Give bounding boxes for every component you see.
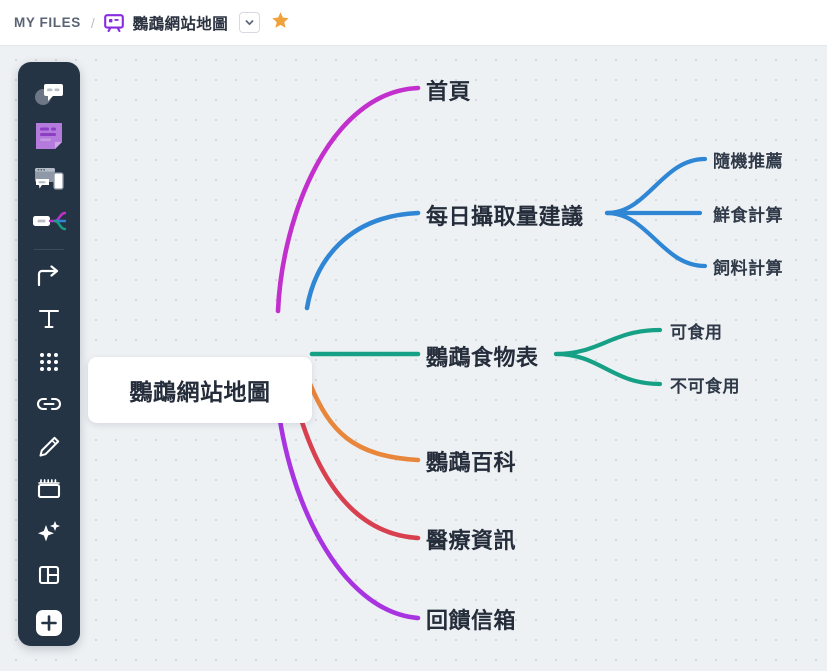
connector-food-table-children — [553, 327, 663, 387]
mindmap-icon[interactable] — [26, 202, 72, 242]
tool-rail — [18, 62, 80, 646]
mindmap-root-node[interactable]: 鸚鵡網站地圖 — [88, 357, 312, 423]
frame-icon[interactable] — [26, 470, 72, 510]
ai-sparkle-icon[interactable] — [26, 512, 72, 552]
page-title: 鸚鵡網站地圖 — [132, 15, 229, 33]
mindmap-node-daily-intake[interactable]: 每日攝取量建議 — [426, 204, 584, 229]
breadcrumb-bar: MY FILES / 鸚鵡網站地圖 — [0, 0, 827, 46]
link-icon[interactable] — [26, 385, 72, 425]
mindmap-node-medical[interactable]: 醫療資訊 — [426, 528, 517, 553]
pen-icon[interactable] — [26, 427, 72, 467]
mindmap-node-encyclopedia[interactable]: 鸚鵡百科 — [426, 450, 517, 475]
add-plus-icon[interactable] — [26, 603, 72, 643]
connector-home — [275, 85, 421, 314]
connector-daily-intake — [304, 210, 421, 311]
connector-encyclopedia — [307, 381, 421, 463]
board-menu-dropdown-button[interactable] — [239, 12, 261, 33]
connector-feedback — [273, 383, 421, 621]
mindmap-node-random-recommend[interactable]: 隨機推薦 — [713, 152, 783, 171]
mindmap-node-home[interactable]: 首頁 — [426, 79, 472, 104]
template-frame-icon[interactable] — [26, 159, 72, 199]
arrow-connector-icon[interactable] — [26, 257, 72, 297]
mindmap-canvas[interactable]: 鸚鵡網站地圖 首頁 每日攝取量建議 鸚鵡食物表 鸚鵡百科 醫療資訊 回饋信箱 隨… — [0, 46, 827, 671]
mindmap-root-label: 鸚鵡網站地圖 — [129, 379, 271, 405]
layout-icon[interactable] — [26, 555, 72, 595]
mindmap-node-edible[interactable]: 可食用 — [670, 323, 723, 342]
whiteboard-icon — [103, 13, 124, 32]
connector-daily-intake-children — [604, 156, 708, 269]
mindmap-node-feed-calc[interactable]: 飼料計算 — [713, 259, 783, 278]
sticky-note-icon[interactable] — [26, 117, 72, 157]
text-icon[interactable] — [26, 300, 72, 340]
chevron-down-icon — [245, 20, 254, 26]
mindmap-node-not-edible[interactable]: 不可食用 — [670, 377, 740, 396]
select-cursor-icon[interactable] — [26, 74, 72, 114]
breadcrumb-root-link[interactable]: MY FILES — [14, 15, 81, 30]
star-icon[interactable] — [271, 11, 290, 35]
breadcrumb-separator: / — [90, 14, 95, 31]
mindmap-node-feedback[interactable]: 回饋信箱 — [426, 608, 517, 633]
mindmap-node-food-table[interactable]: 鸚鵡食物表 — [426, 345, 539, 370]
rail-divider — [34, 249, 64, 251]
shapes-grid-icon[interactable] — [26, 342, 72, 382]
mindmap-node-fresh-food-calc[interactable]: 鮮食計算 — [713, 206, 783, 225]
